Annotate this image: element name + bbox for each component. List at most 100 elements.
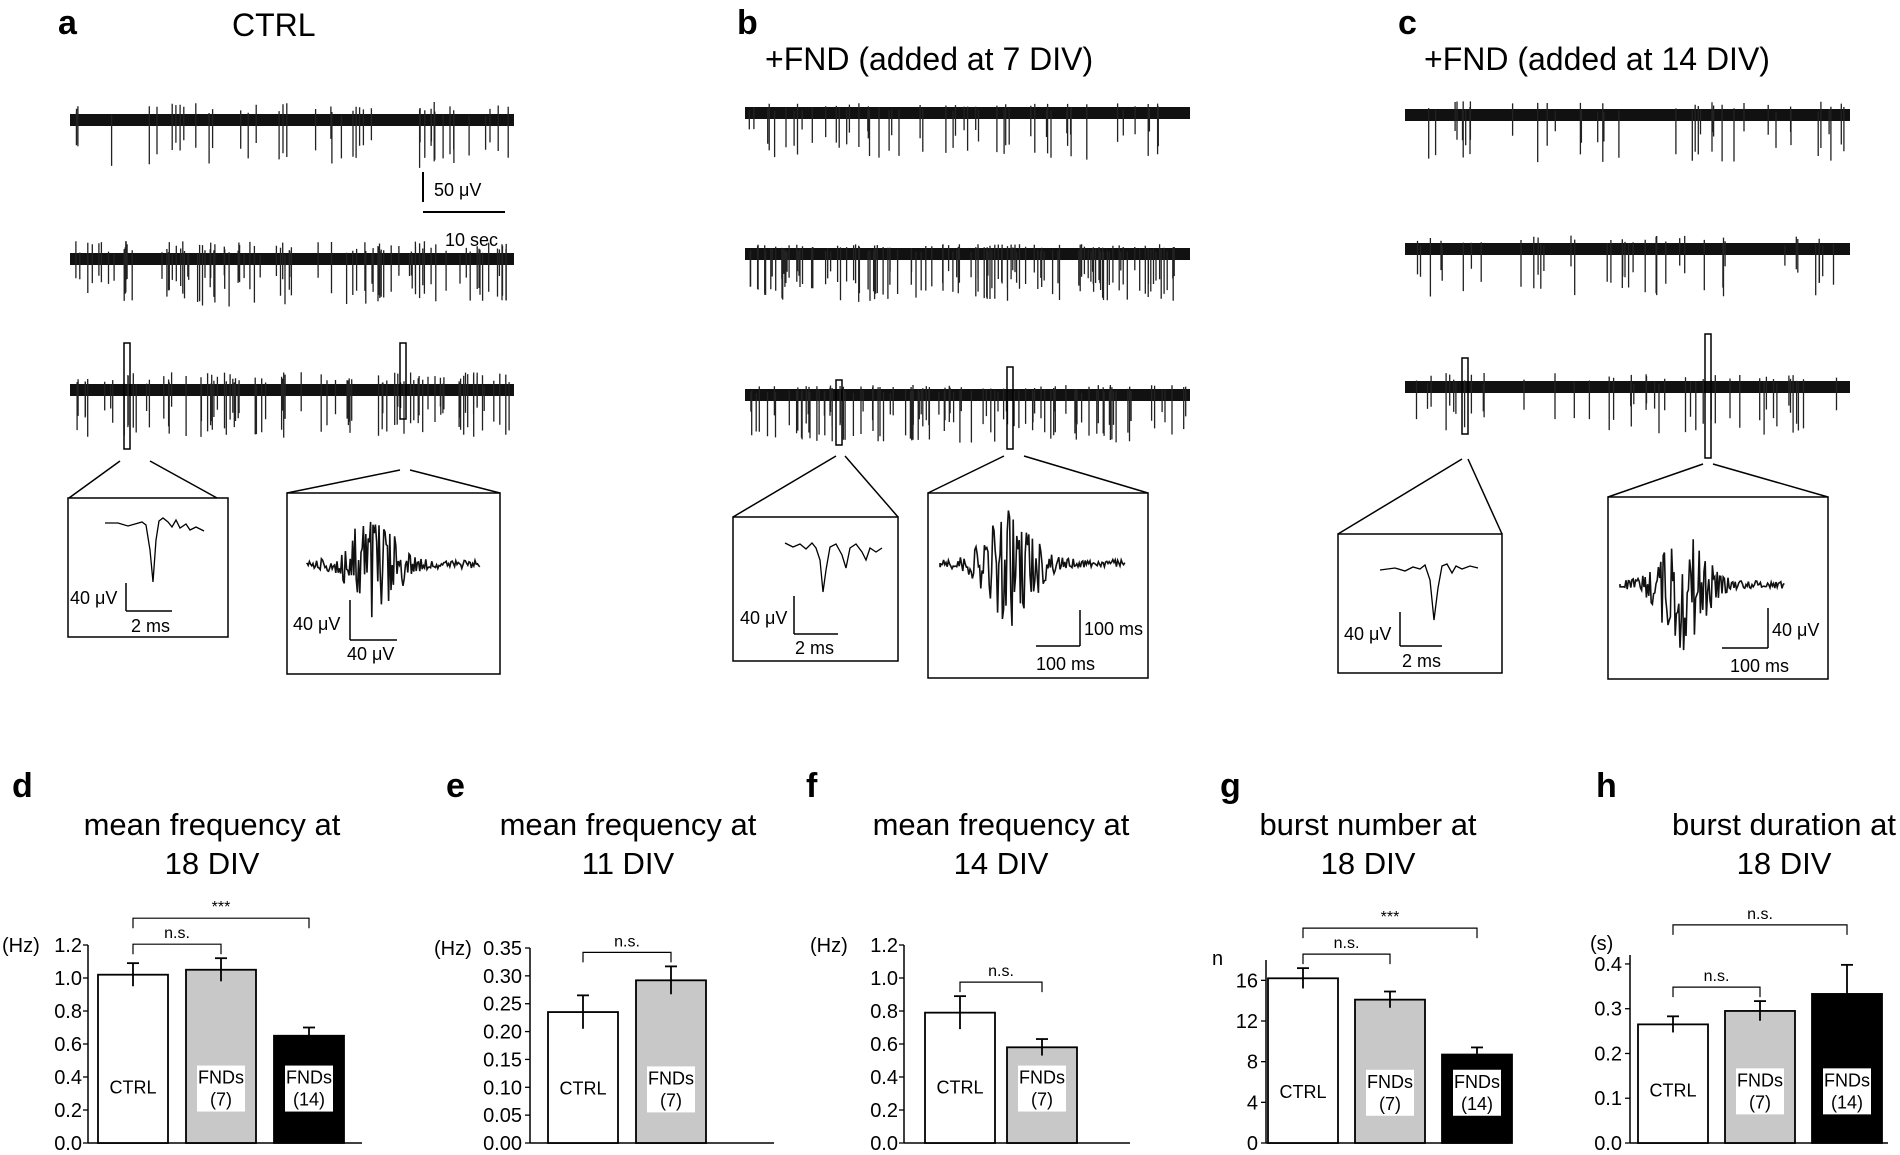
chart-title: mean frequency at — [84, 807, 341, 842]
bar-label: (7) — [210, 1090, 232, 1110]
y-tick-label: 1.0 — [870, 968, 898, 990]
bar-label-bg — [197, 1065, 245, 1112]
zoom-line — [927, 455, 1005, 494]
inset-waveform — [105, 517, 205, 583]
y-tick-label: 0.0 — [54, 1133, 82, 1155]
y-tick-label: 8 — [1247, 1052, 1258, 1074]
bar — [635, 979, 707, 1144]
inset-scale-label-v: 100 ms — [1084, 619, 1143, 639]
bar-label: (7) — [1749, 1092, 1771, 1112]
inset-scale-label-t: 40 μV — [347, 644, 394, 664]
trace-group-a — [70, 102, 514, 438]
bar-label: FNDs — [648, 1068, 694, 1088]
bar-label: (7) — [1379, 1094, 1401, 1114]
panel-letter-c: c — [1398, 4, 1417, 42]
y-tick-label: 0.2 — [870, 1100, 898, 1122]
y-tick-label: 0.0 — [870, 1133, 898, 1155]
zoom-line — [1607, 463, 1704, 498]
y-tick-label: 0.25 — [483, 994, 522, 1016]
bar — [547, 1011, 619, 1144]
chart-title: 18 DIV — [1321, 846, 1416, 881]
zoom-line — [149, 460, 218, 499]
zoom-box — [1461, 357, 1469, 435]
chart-title: 18 DIV — [165, 846, 260, 881]
zoom-line — [1467, 458, 1503, 535]
significance-bracket — [132, 917, 310, 929]
y-tick-label: 0.4 — [54, 1067, 82, 1089]
bar-label: FNDs — [1737, 1070, 1783, 1090]
zoom-line — [1337, 458, 1463, 535]
significance-label: n.s. — [1704, 968, 1730, 985]
y-tick-label: 0.3 — [1594, 999, 1622, 1021]
y-tick-label: 0.20 — [483, 1022, 522, 1044]
bar-label: FNDs — [198, 1068, 244, 1088]
y-tick-label: 0.10 — [483, 1077, 522, 1099]
bar-label-bg — [647, 1066, 695, 1113]
chart-f: f mean frequency at 14 DIV (Hz) 0.0 0.2 0.4 0.6… — [806, 767, 1130, 1155]
zoom-line — [1712, 463, 1829, 498]
inset-scale-label-v: 40 μV — [1772, 620, 1819, 640]
zoom-box — [123, 342, 131, 450]
y-tick-label: 12 — [1236, 1011, 1258, 1033]
bar-label: (14) — [1831, 1092, 1863, 1112]
bar-charts: d mean frequency at 18 DIV (Hz) 0.0 0.2 0.4 0.6… — [2, 767, 1896, 1155]
chart-h: h burst duration at 18 DIV (s) 0.0 0.1 0.2 0.3 0… — [1590, 767, 1896, 1155]
zoom-box — [399, 342, 407, 420]
bar-label-bg — [1823, 1068, 1871, 1115]
y-tick-label: 1.0 — [54, 968, 82, 990]
y-tick-label: 0.00 — [483, 1133, 522, 1155]
y-tick-label: 0.4 — [1594, 954, 1622, 976]
panel-b: b +FND (added at 7 DIV) 40 μV 2 ms 100 m… — [732, 4, 1190, 679]
panel-letter-a: a — [58, 4, 78, 42]
scale-label-voltage: 50 μV — [434, 180, 481, 200]
bar — [1267, 977, 1339, 1144]
significance-label: *** — [1381, 909, 1400, 926]
y-tick-label: 0.8 — [870, 1001, 898, 1023]
y-tick-label: 0.6 — [870, 1034, 898, 1056]
zoom-line — [286, 469, 401, 494]
recording-trace — [70, 241, 514, 307]
bar-label: FNDs — [286, 1068, 332, 1088]
chart-title: burst duration at — [1672, 807, 1896, 842]
zoom-box — [835, 379, 843, 446]
inset-burst — [939, 510, 1126, 626]
panel-letter: e — [446, 767, 465, 805]
burst-waveform — [1619, 539, 1785, 651]
zoom-line — [844, 455, 899, 518]
significance-label: n.s. — [164, 925, 190, 942]
bar-label: FNDs — [1019, 1068, 1065, 1088]
y-axis-unit: (Hz) — [810, 935, 848, 957]
recording-trace — [745, 244, 1190, 302]
y-axis-unit: (Hz) — [434, 938, 472, 960]
panel-letter: f — [806, 767, 818, 805]
y-tick-label: 0.4 — [870, 1067, 898, 1089]
y-tick-label: 16 — [1236, 970, 1258, 992]
y-axis-unit: (Hz) — [2, 935, 40, 957]
zoom-box — [1006, 366, 1014, 450]
y-tick-label: 0.15 — [483, 1049, 522, 1071]
bar-label-bg — [285, 1065, 333, 1112]
bar-label: CTRL — [1279, 1082, 1326, 1102]
inset-box — [67, 497, 229, 638]
chart-title: mean frequency at — [873, 807, 1130, 842]
significance-bracket — [1302, 927, 1478, 939]
panel-c: c +FND (added at 14 DIV) 40 μV 2 ms 40 μ… — [1337, 4, 1850, 680]
bar-label: CTRL — [1649, 1080, 1696, 1100]
bar-label: (7) — [660, 1090, 682, 1110]
significance-bracket — [1672, 924, 1848, 935]
bar-label: CTRL — [109, 1078, 156, 1098]
bar — [185, 968, 257, 1144]
inset-waveform — [784, 542, 883, 593]
y-tick-label: 0.0 — [1594, 1133, 1622, 1155]
y-tick-label: 0 — [1247, 1133, 1258, 1155]
bar-label: CTRL — [936, 1078, 983, 1098]
bar-label-bg — [1366, 1069, 1414, 1116]
inset-waveform — [1379, 563, 1479, 621]
significance-label: n.s. — [614, 933, 640, 950]
significance-label: n.s. — [1334, 935, 1360, 952]
inset-scale-label-t: 100 ms — [1730, 656, 1789, 676]
y-tick-label: 0.2 — [54, 1100, 82, 1122]
significance-bracket — [582, 951, 672, 963]
bar-label: (7) — [1031, 1090, 1053, 1110]
